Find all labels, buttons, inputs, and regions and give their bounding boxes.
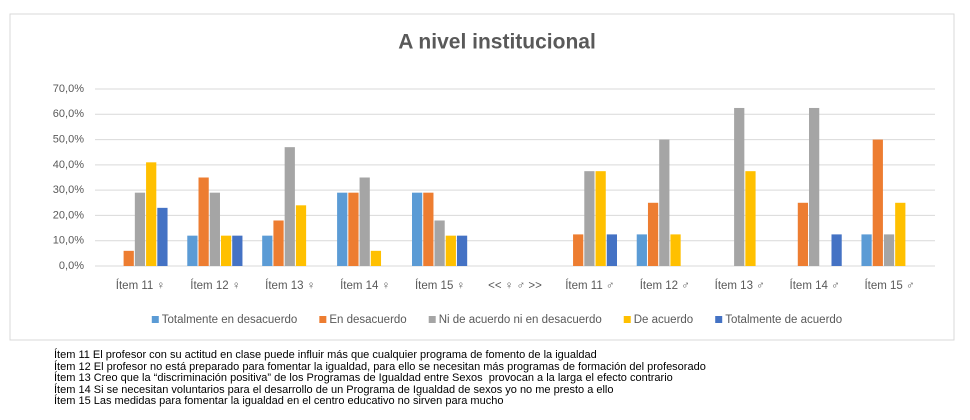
bar	[198, 177, 209, 266]
bar	[445, 235, 456, 266]
legend-label: En desacuerdo	[329, 314, 406, 326]
legend-label: Totalmente en desacuerdo	[162, 314, 298, 326]
legend-swatch	[623, 316, 631, 323]
x-tick-label: Ítem 11 ♀	[116, 279, 165, 292]
chart-frame	[9, 13, 955, 341]
bar	[895, 202, 906, 266]
legend-swatch	[428, 316, 436, 323]
bar	[284, 147, 295, 266]
bar	[295, 205, 307, 266]
legend-swatch	[151, 316, 159, 323]
y-tick-label: 60,0%	[53, 108, 84, 120]
bar	[595, 171, 606, 266]
bar	[606, 234, 617, 266]
bar	[670, 234, 681, 266]
x-tick-label: Ítem 11 ♂	[565, 279, 614, 292]
note: Ítem 12 El profesor no está preparado pa…	[54, 360, 706, 373]
bar	[209, 192, 220, 266]
bar	[262, 235, 273, 266]
bar	[434, 220, 445, 266]
bar	[831, 234, 842, 266]
bar	[157, 207, 168, 266]
x-tick-label: Ítem 15 ♀	[415, 279, 465, 292]
legend-label: De acuerdo	[634, 314, 693, 326]
x-tick-label: Ítem 13 ♂	[715, 279, 765, 292]
bar	[220, 235, 232, 266]
x-tick-label: Ítem 14 ♀	[340, 279, 390, 292]
y-tick-label: 40,0%	[53, 159, 84, 171]
bar	[412, 192, 423, 266]
legend-label: Ni de acuerdo ni en desacuerdo	[439, 314, 602, 326]
x-tick-label: Ítem 12 ♀	[190, 279, 240, 292]
bar	[123, 250, 134, 266]
note: Ítem 15 Las medidas para fomentar la igu…	[54, 395, 504, 407]
y-tick-label: 10,0%	[53, 235, 84, 247]
bar	[273, 220, 284, 266]
bar	[146, 162, 157, 266]
bar	[636, 234, 647, 266]
bar	[861, 234, 872, 266]
bar	[647, 202, 659, 266]
x-tick-label: Ítem 13 ♀	[265, 279, 315, 292]
chart-title: A nivel institucional	[398, 31, 596, 54]
note: Ítem 11 El profesor con su actitud en cl…	[54, 349, 597, 361]
note: Ítem 13 Creo que la “discriminación posi…	[54, 372, 673, 384]
y-tick-label: 0,0%	[59, 260, 84, 272]
bar	[745, 171, 756, 266]
bar	[232, 235, 243, 266]
bar	[883, 234, 895, 266]
bar	[584, 171, 595, 266]
note: Ítem 14 Si se necesitan voluntarios para…	[54, 383, 614, 396]
y-tick-label: 70,0%	[53, 83, 84, 95]
y-tick-label: 30,0%	[53, 184, 84, 196]
bar	[337, 192, 348, 266]
x-tick-label: << ♀ ♂ >>	[488, 280, 542, 292]
bar	[456, 235, 468, 266]
legend-swatch	[715, 316, 723, 323]
bar	[134, 192, 146, 266]
bar	[573, 234, 584, 266]
y-tick-label: 50,0%	[53, 133, 84, 145]
x-tick-label: Ítem 12 ♂	[640, 279, 690, 292]
bar	[659, 139, 670, 266]
bar	[809, 107, 820, 266]
bar	[187, 235, 198, 266]
bar	[370, 250, 382, 266]
chart: A nivel institucional 0,0% 10,0% 20,0% 30,0…	[9, 13, 955, 341]
legend-label: Totalmente de acuerdo	[725, 314, 842, 326]
bar	[734, 107, 745, 266]
bar	[423, 192, 434, 266]
bar	[797, 202, 809, 266]
bar	[348, 192, 359, 266]
x-tick-label: Ítem 14 ♂	[790, 279, 840, 292]
y-tick-label: 20,0%	[53, 209, 84, 221]
notes: Ítem 11 El profesor con su actitud en cl…	[54, 349, 706, 408]
x-tick-label: Ítem 15 ♂	[864, 279, 914, 292]
bar	[872, 139, 883, 266]
bar	[359, 177, 370, 266]
legend-swatch	[319, 316, 327, 323]
